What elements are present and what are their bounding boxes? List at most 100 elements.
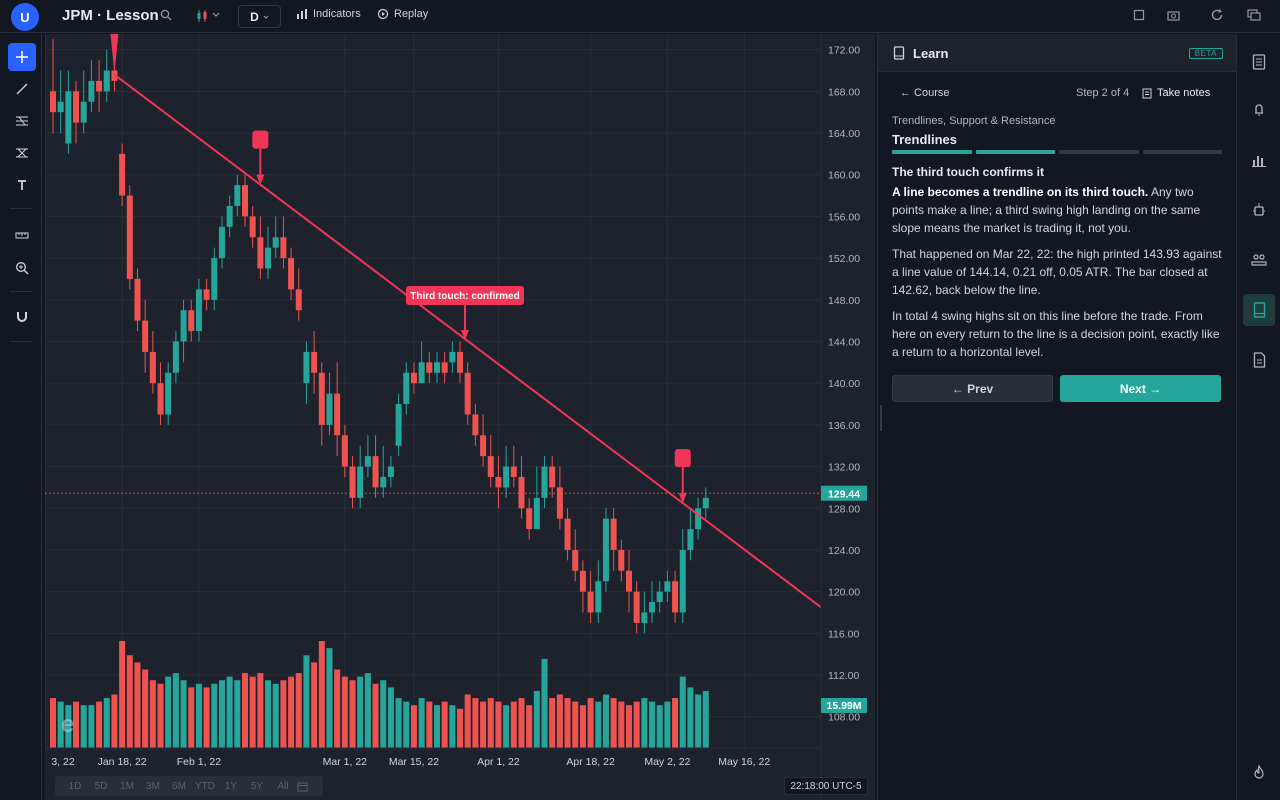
- fullscreen-icon[interactable]: [1133, 9, 1145, 21]
- time-display[interactable]: 22:18:00 UTC-5: [784, 777, 868, 795]
- user-avatar[interactable]: U: [11, 3, 39, 31]
- volume-bar: [472, 698, 479, 748]
- volume-bar: [633, 701, 640, 748]
- candle-body: [157, 383, 164, 415]
- crosshair-tool[interactable]: [8, 43, 36, 71]
- candle-body: [649, 602, 656, 613]
- last-volume-label: 15.99M: [821, 698, 867, 713]
- candle-body: [687, 529, 694, 550]
- zoom-tool[interactable]: [8, 254, 36, 282]
- volume-bar: [618, 701, 625, 748]
- lesson-title: Trendlines: [892, 132, 958, 147]
- indicators-button[interactable]: Indicators: [296, 8, 361, 20]
- list-icon: [1252, 54, 1266, 70]
- volume-bar: [702, 690, 709, 748]
- community-button[interactable]: [1243, 244, 1275, 276]
- candle-body: [434, 362, 440, 373]
- price-tick-label: 148.00: [828, 295, 860, 307]
- flame-icon: [1254, 764, 1264, 779]
- indicators-label: Indicators: [313, 8, 361, 20]
- candle-body: [664, 581, 671, 592]
- candle-body: [641, 612, 648, 623]
- toolbar-divider: [10, 291, 32, 292]
- panel-resize-handle[interactable]: [880, 405, 882, 431]
- volume-bar: [280, 680, 287, 748]
- take-notes-button[interactable]: Take notes: [1142, 87, 1210, 99]
- range-1d[interactable]: 1D: [68, 780, 82, 792]
- chart-canvas[interactable]: 172.00 168.00 164.00 160.00 156.00 152.00 148.…: [45, 34, 875, 800]
- range-all[interactable]: All: [277, 780, 289, 792]
- volume-bar: [487, 698, 494, 748]
- trendline-tool[interactable]: [8, 75, 36, 103]
- candle-body: [218, 226, 225, 259]
- fib-tool[interactable]: [8, 107, 36, 135]
- range-6m[interactable]: 6M: [172, 780, 186, 792]
- robot-button[interactable]: [1243, 194, 1275, 226]
- text-tool[interactable]: [8, 171, 36, 199]
- candle-body: [387, 466, 394, 477]
- volume-bar: [265, 680, 272, 748]
- volume-bar: [272, 683, 279, 748]
- search-icon[interactable]: [160, 9, 172, 21]
- volume-bar: [249, 676, 256, 748]
- pattern-tool[interactable]: [8, 139, 36, 167]
- candle-body: [126, 195, 133, 279]
- volume-bar: [73, 701, 80, 748]
- price-tick-label: 128.00: [828, 503, 860, 515]
- candle-body: [142, 320, 149, 352]
- range-ytd[interactable]: YTD: [195, 780, 215, 792]
- hotlist-button[interactable]: [1243, 756, 1275, 788]
- replay-button[interactable]: Replay: [377, 8, 428, 20]
- range-5y[interactable]: 5Y: [250, 780, 264, 792]
- data-window-button[interactable]: [1243, 144, 1275, 176]
- volume-bar: [111, 694, 118, 748]
- volume-bar: [664, 701, 671, 748]
- section-title: The third touch confirms it: [892, 165, 1044, 179]
- screenshot-icon[interactable]: [1167, 9, 1180, 21]
- volume-bar: [549, 698, 556, 748]
- back-to-course-link[interactable]: ← Course: [900, 87, 950, 99]
- candle-body: [656, 591, 663, 603]
- candle-body: [556, 487, 563, 519]
- windows-icon[interactable]: [1247, 9, 1261, 21]
- chevron-down-icon[interactable]: [212, 11, 220, 19]
- candle-chart-type-icon[interactable]: [196, 9, 210, 23]
- interval-selector[interactable]: D: [238, 5, 281, 28]
- volume-bar: [103, 698, 110, 748]
- candle-body: [633, 591, 640, 623]
- volume-bar: [579, 705, 586, 748]
- price-tick-label: 164.00: [828, 128, 860, 140]
- volume-bar: [126, 655, 133, 748]
- candle-body: [618, 549, 625, 571]
- volume-bar: [564, 698, 571, 748]
- learn-button[interactable]: [1243, 294, 1275, 326]
- volume-bars: [50, 641, 709, 748]
- volume-bar: [641, 698, 648, 748]
- prev-button[interactable]: ← Prev: [892, 375, 1053, 402]
- range-3m[interactable]: 3M: [146, 780, 160, 792]
- progress-segment: [975, 150, 1055, 154]
- trendline: [113, 73, 822, 609]
- candle-body: [487, 456, 494, 477]
- next-button[interactable]: Next →: [1060, 375, 1221, 402]
- notes-button[interactable]: [1243, 344, 1275, 376]
- alerts-button[interactable]: [1243, 94, 1275, 126]
- price-chart[interactable]: 172.00 168.00 164.00 160.00 156.00 152.00 148.…: [45, 34, 918, 800]
- range-5d[interactable]: 5D: [94, 780, 108, 792]
- candle-body: [349, 466, 356, 498]
- range-1y[interactable]: 1Y: [224, 780, 238, 792]
- progress-segment: [1142, 150, 1222, 154]
- robot-icon: [1253, 203, 1265, 216]
- ruler-tool[interactable]: [8, 221, 36, 249]
- range-1m[interactable]: 1M: [120, 780, 134, 792]
- volume-bar: [672, 698, 679, 748]
- candle-body: [57, 101, 64, 113]
- watchlist-button[interactable]: [1243, 46, 1275, 78]
- candle-body: [318, 372, 325, 425]
- refresh-icon[interactable]: [1210, 8, 1224, 22]
- symbol-title[interactable]: JPM · Lesson: [62, 7, 159, 24]
- calendar-icon[interactable]: [297, 781, 308, 792]
- volume-bar: [372, 683, 379, 748]
- magnet-icon: [17, 312, 27, 322]
- magnet-tool[interactable]: [8, 303, 36, 331]
